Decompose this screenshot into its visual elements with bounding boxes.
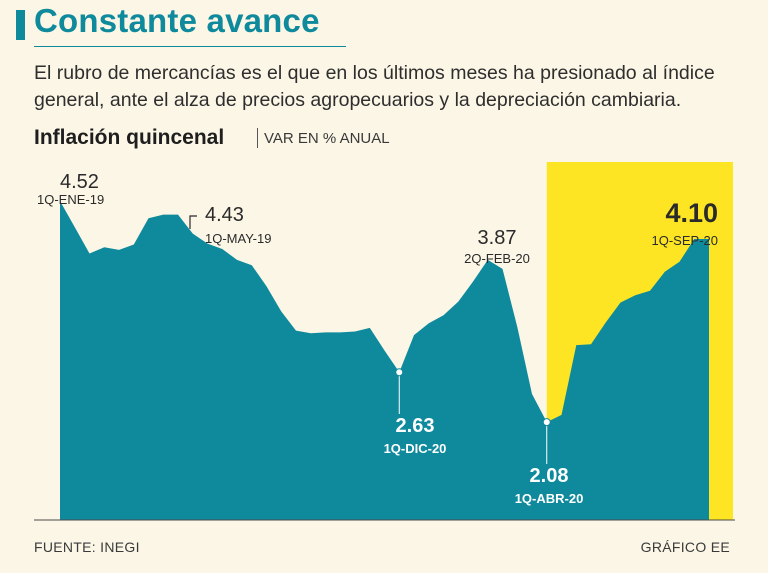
annotation-value: 4.43 bbox=[205, 204, 244, 226]
page-subtitle: El rubro de mercancías es el que en los … bbox=[34, 62, 715, 111]
chart-title-separator bbox=[257, 128, 258, 148]
annotation-date-label: 1Q-ENE-19 bbox=[37, 192, 104, 207]
chart-unit-label: VAR EN % ANUAL bbox=[264, 130, 390, 147]
title-underline bbox=[34, 46, 346, 47]
annotation-date-label: 2Q-FEB-20 bbox=[464, 251, 530, 266]
annotation-value: 2.63 bbox=[396, 415, 435, 437]
source-note: FUENTE: INEGI bbox=[34, 539, 140, 555]
annotation-value: 2.08 bbox=[530, 465, 569, 487]
annotation-date-label: 1Q-SEP-20 bbox=[652, 233, 718, 248]
chart-title: Inflación quincenal bbox=[34, 126, 225, 149]
title-accent-bar bbox=[16, 10, 25, 40]
annotation-value: 4.52 bbox=[60, 171, 99, 193]
annotation-value: 3.87 bbox=[478, 227, 517, 249]
graphic-credit: GRÁFICO EE bbox=[640, 539, 730, 555]
annotation-value: 4.10 bbox=[665, 198, 718, 228]
annotation-dot bbox=[542, 418, 551, 427]
annotation-dot bbox=[395, 368, 404, 377]
annotation-date-label: 1Q-ABR-20 bbox=[515, 491, 584, 506]
page-title: Constante avance bbox=[34, 2, 320, 39]
annotation-date-label: 1Q-DIC-20 bbox=[384, 441, 447, 456]
annotation-leader bbox=[189, 215, 197, 229]
annotation-date-label: 1Q-MAY-19 bbox=[205, 231, 271, 246]
